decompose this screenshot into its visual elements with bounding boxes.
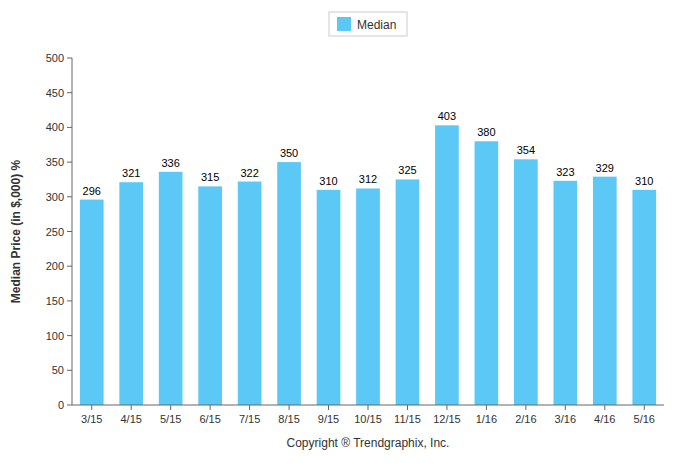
x-tick <box>328 405 329 410</box>
x-tick-label: 4/15 <box>120 413 141 425</box>
y-tick <box>67 335 72 336</box>
x-tick-label: 11/15 <box>394 413 421 425</box>
data-label: 310 <box>635 175 653 187</box>
bar <box>593 177 617 405</box>
bars <box>80 125 656 405</box>
y-tick-label: 0 <box>58 399 64 411</box>
data-label: 336 <box>161 157 179 169</box>
x-tick <box>565 405 566 410</box>
legend-frame <box>329 12 407 36</box>
y-tick <box>67 162 72 163</box>
x-tick-label: 9/15 <box>318 413 339 425</box>
x-tick <box>407 405 408 410</box>
y-tick-label: 450 <box>46 87 64 99</box>
y-tick-label: 500 <box>46 52 64 64</box>
y-tick <box>67 58 72 59</box>
bar <box>159 172 183 405</box>
x-tick <box>446 405 447 410</box>
y-tick-label: 100 <box>46 330 64 342</box>
chart-container: 296 321 336 315 322 350 310 312 325 403 380 354 323 3… <box>0 0 686 467</box>
y-tick <box>67 370 72 371</box>
bar <box>198 186 222 405</box>
data-label: 322 <box>240 167 258 179</box>
x-axis-title: Copyright ® Trendgraphix, Inc. <box>287 436 450 450</box>
x-tick <box>486 405 487 410</box>
legend: Median <box>329 12 407 36</box>
x-tick-label: 2/16 <box>515 413 536 425</box>
y-tick-label: 350 <box>46 156 64 168</box>
x-tick <box>525 405 526 410</box>
x-axis: 3/15 4/15 5/15 6/15 7/15 8/15 9/15 10/15 11/15 12… <box>72 405 664 425</box>
y-tick <box>67 231 72 232</box>
bar <box>632 190 656 405</box>
y-tick-label: 200 <box>46 260 64 272</box>
y-tick-label: 400 <box>46 121 64 133</box>
data-label: 315 <box>201 171 219 183</box>
x-tick-label: 10/15 <box>354 413 382 425</box>
y-tick <box>67 196 72 197</box>
legend-label: Median <box>357 18 396 32</box>
x-tick <box>644 405 645 410</box>
y-tick <box>67 92 72 93</box>
data-label: 403 <box>438 110 456 122</box>
bar <box>317 190 341 405</box>
y-tick-label: 50 <box>52 364 64 376</box>
x-tick <box>131 405 132 410</box>
x-tick <box>210 405 211 410</box>
y-tick <box>67 300 72 301</box>
y-tick-label: 250 <box>46 226 64 238</box>
x-tick-label: 8/15 <box>278 413 299 425</box>
bar <box>475 141 499 405</box>
x-tick <box>91 405 92 410</box>
legend-swatch <box>337 17 351 31</box>
x-tick <box>604 405 605 410</box>
data-label: 323 <box>556 166 574 178</box>
x-tick <box>368 405 369 410</box>
chart: 296 321 336 315 322 350 310 312 325 403 380 354 323 3… <box>0 0 686 467</box>
y-tick-label: 300 <box>46 191 64 203</box>
bar <box>80 200 104 405</box>
x-tick-label: 3/15 <box>81 413 102 425</box>
bar <box>238 182 262 405</box>
x-tick-label: 6/15 <box>199 413 220 425</box>
bar <box>435 125 459 405</box>
bar <box>119 182 143 405</box>
data-label: 380 <box>477 126 495 138</box>
data-label: 310 <box>319 175 337 187</box>
x-tick-label: 4/16 <box>594 413 615 425</box>
x-tick-label: 7/15 <box>239 413 260 425</box>
x-tick <box>289 405 290 410</box>
bar <box>277 162 301 405</box>
y-tick-label: 150 <box>46 295 64 307</box>
y-tick <box>67 405 72 406</box>
data-label: 350 <box>280 147 298 159</box>
x-tick-label: 3/16 <box>555 413 576 425</box>
y-tick <box>67 127 72 128</box>
x-tick-label: 5/16 <box>634 413 655 425</box>
x-tick-label: 12/15 <box>433 413 461 425</box>
x-tick <box>249 405 250 410</box>
data-labels: 296 321 336 315 322 350 310 312 325 403 380 354 323 3… <box>83 110 654 196</box>
data-label: 354 <box>517 144 535 156</box>
x-tick <box>170 405 171 410</box>
data-label: 296 <box>83 185 101 197</box>
bar <box>553 181 577 405</box>
data-label: 325 <box>398 164 416 176</box>
data-label: 321 <box>122 167 140 179</box>
data-label: 329 <box>596 162 614 174</box>
bar <box>396 179 420 405</box>
y-tick <box>67 266 72 267</box>
y-axis-title: Median Price (in $,000) % <box>9 159 23 303</box>
bar <box>514 159 538 405</box>
x-tick-label: 5/15 <box>160 413 181 425</box>
x-tick-label: 1/16 <box>476 413 497 425</box>
y-axis: 0 50 100 150 200 250 300 350 400 450 500 <box>46 52 72 411</box>
bar <box>356 188 380 405</box>
data-label: 312 <box>359 173 377 185</box>
page: {"chart_data": {"type": "bar", "categori… <box>0 0 686 467</box>
